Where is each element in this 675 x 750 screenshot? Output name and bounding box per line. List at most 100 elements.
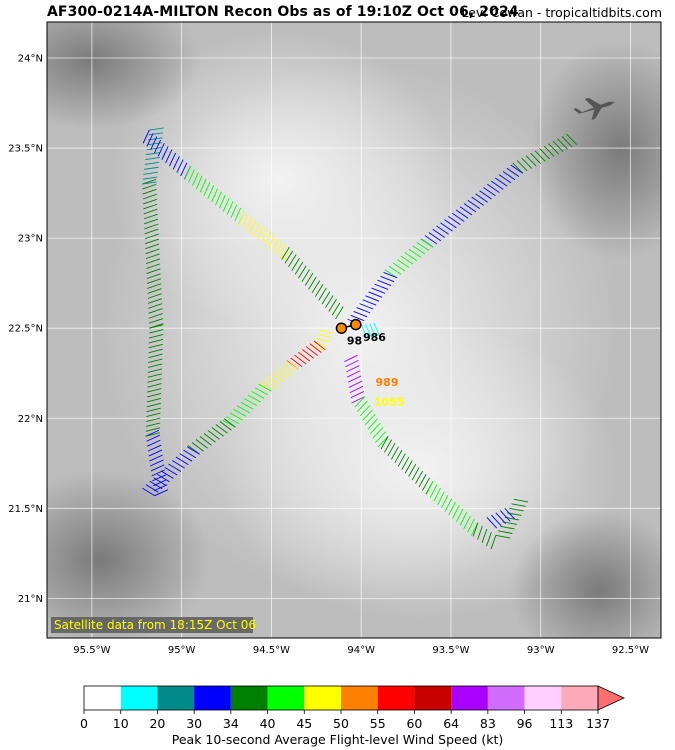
wind-barb [397, 453, 406, 467]
wind-barb [463, 203, 477, 213]
wind-barb [242, 213, 249, 228]
wind-barb [203, 181, 211, 196]
pressure-label: 1055 [374, 396, 405, 409]
wind-barb [364, 323, 372, 338]
wind-barb [148, 343, 163, 349]
wind-barb [335, 306, 344, 320]
wind-barb [452, 505, 460, 519]
wind-barb [495, 512, 507, 524]
wind-barb [388, 265, 402, 275]
wind-barb [175, 456, 189, 466]
wind-barb [500, 525, 515, 530]
wind-barb [254, 387, 269, 396]
wind-barb [499, 510, 511, 522]
wind-barb [147, 298, 163, 304]
wind-barb [415, 470, 424, 484]
wind-barb [328, 298, 337, 312]
colorbar-tick-label: 64 [443, 716, 460, 731]
wind-barb [148, 308, 163, 314]
wind-barb [513, 498, 529, 503]
wind-barb [274, 370, 288, 380]
wind-barb [510, 164, 524, 174]
wind-barb [364, 413, 376, 426]
wind-barb [313, 342, 328, 347]
wind-barb [143, 218, 159, 225]
wind-barb [367, 418, 379, 430]
wind-barb [142, 487, 155, 497]
wind-barb [451, 212, 465, 222]
wind-barb [146, 268, 161, 274]
colorbar-tick-label: 0 [80, 716, 88, 731]
page-title: AF300-0214A-MILTON Recon Obs as of 19:10… [47, 4, 519, 20]
wind-barb [359, 303, 374, 310]
wind-barb [394, 449, 403, 464]
wind-barb [279, 243, 287, 258]
wind-barb [278, 367, 291, 377]
wind-barb [223, 418, 236, 428]
colorbar-title: Peak 10-second Average Flight-level Wind… [171, 732, 504, 747]
wind-barb [455, 209, 469, 219]
wind-barb [142, 188, 157, 195]
colorbar-segment [561, 686, 598, 710]
wind-barb [146, 402, 161, 408]
colorbar-segment [487, 686, 525, 710]
flight-track [142, 127, 577, 550]
wind-barb [146, 412, 161, 418]
lat-label: 21°N [18, 594, 43, 605]
wind-barb [150, 136, 158, 150]
wind-barb [281, 246, 290, 260]
wind-barb [199, 436, 212, 446]
wind-barb [440, 494, 449, 509]
colorbar-segment [157, 686, 195, 710]
wind-barb [372, 427, 384, 439]
longitude-labels: 95.5°W 95°W 94.5°W 94°W 93.5°W 93°W 92.5°W [73, 645, 649, 656]
wind-barb [147, 378, 162, 383]
colorbar-tick-label: 83 [479, 716, 496, 731]
wind-barb [301, 269, 310, 283]
wind-barb [354, 396, 366, 408]
wind-barb [145, 432, 160, 437]
wind-barb [486, 517, 498, 529]
wind-barb [539, 148, 551, 160]
wind-barb [144, 238, 160, 245]
wind-barb [149, 329, 164, 334]
wind-barb [244, 398, 258, 407]
lat-label: 24°N [18, 54, 43, 65]
center-fix-marker [350, 318, 362, 331]
wind-barb [154, 489, 169, 497]
wind-barb [153, 484, 168, 492]
wind-barb [145, 484, 159, 493]
wind-barb [149, 323, 164, 329]
wind-barb [404, 460, 413, 474]
wind-barb [164, 467, 178, 476]
wind-barb [408, 463, 417, 477]
wind-barb [344, 354, 358, 362]
wind-barb [191, 172, 199, 187]
wind-barb [308, 276, 317, 290]
wind-barb [384, 439, 392, 453]
wind-barb [264, 231, 272, 246]
colorbar-tick-label: 96 [516, 716, 533, 731]
wind-barb [348, 380, 363, 388]
wind-barb [311, 280, 321, 294]
wind-barb [396, 259, 410, 268]
wind-barb [380, 436, 389, 450]
wind-barb [147, 388, 162, 393]
wind-barb [172, 156, 180, 170]
wind-barb [362, 409, 373, 421]
colorbar-tick-label: 137 [586, 716, 610, 731]
wind-barb [165, 149, 173, 164]
wind-barb [142, 176, 158, 180]
wind-barb [455, 508, 464, 523]
wind-barb [146, 152, 161, 156]
wind-barb [282, 363, 295, 374]
wind-barb [472, 522, 479, 537]
wind-barb [168, 463, 182, 472]
lat-label: 23°N [18, 234, 43, 245]
wind-barb [149, 454, 163, 462]
wind-barb [377, 279, 392, 286]
wind-barb [215, 191, 222, 206]
wind-barb [477, 525, 483, 540]
credit-text: Levi Cowan - tropicaltidbits.com [461, 5, 662, 20]
wind-barb [509, 507, 524, 512]
